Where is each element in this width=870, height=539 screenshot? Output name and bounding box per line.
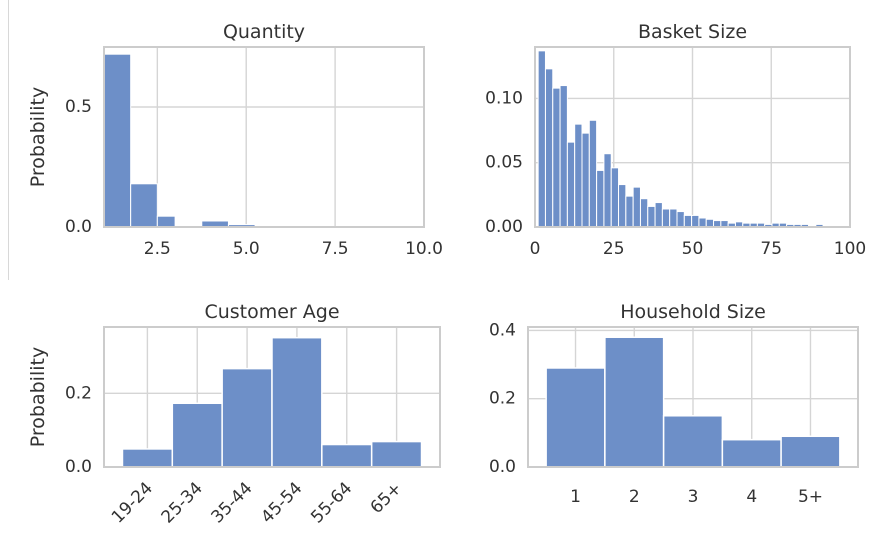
histogram-bar	[698, 217, 707, 228]
x-tick-label: 0	[530, 239, 541, 259]
histogram-bar	[130, 183, 158, 228]
x-tick-label: 50	[682, 239, 704, 259]
x-tick-label: 25	[603, 239, 625, 259]
chart-title: Basket Size	[638, 21, 747, 43]
panel-quantity: 0.0 0.5 2.5 5.0 7.5 10.0 Quantity Probability	[27, 21, 443, 259]
histogram-bar	[574, 123, 583, 228]
chart-title: Customer Age	[204, 301, 339, 323]
panel-basket-size: 0.00 0.05 0.10 0 25 50 75 100 Basket Size	[485, 21, 866, 259]
left-edge-divider	[8, 0, 9, 280]
x-tick-label: 55-64	[307, 478, 356, 527]
chart-title: Quantity	[223, 21, 305, 43]
panel-household-size: 0.0 0.2 0.4 1 2 3 4 5+ Household Size	[489, 301, 859, 507]
y-tick-label: 0.5	[65, 97, 92, 117]
category-bar	[370, 440, 423, 468]
x-tick-label: 100	[834, 239, 866, 259]
y-axis-label: Probability	[27, 87, 49, 187]
histogram-bar	[625, 195, 634, 228]
y-tick-label: 0.0	[65, 457, 92, 477]
axes-frame	[527, 326, 859, 468]
histogram-bar	[581, 132, 590, 228]
histogram-bar	[103, 53, 132, 228]
histogram-bar	[552, 87, 561, 228]
category-bar	[221, 367, 273, 468]
x-tick-label: 45-54	[257, 478, 306, 527]
histogram-bar	[669, 208, 678, 228]
category-bar	[780, 435, 841, 468]
x-tick-label: 35-44	[208, 478, 257, 527]
axes-frame	[534, 46, 851, 228]
histogram-bar	[603, 153, 612, 228]
category-bar	[721, 438, 782, 468]
y-tick-label: 0.00	[485, 217, 523, 237]
histogram-bar	[654, 202, 663, 228]
histogram-bar	[647, 205, 656, 228]
histogram-bar	[683, 214, 693, 228]
histogram-bar	[566, 141, 576, 228]
y-tick-label: 0.2	[65, 383, 92, 403]
category-bar	[662, 415, 724, 468]
x-tick-label: 5.0	[233, 239, 260, 259]
histogram-bar	[632, 186, 641, 228]
y-tick-label: 0.05	[485, 153, 523, 173]
histogram-bar	[676, 211, 685, 228]
histogram-bar	[610, 167, 620, 228]
histogram-bar	[691, 214, 700, 228]
x-tick-label: 10.0	[405, 239, 443, 259]
x-tick-label: 65+	[367, 478, 407, 518]
y-tick-label: 0.0	[489, 457, 516, 477]
y-axis-label: Probability	[27, 347, 49, 447]
category-bar	[121, 448, 174, 468]
histogram-bar	[596, 169, 605, 228]
category-bar	[321, 443, 373, 468]
axes-frame	[103, 326, 441, 468]
histogram-bar	[705, 218, 715, 228]
x-tick-label: 25-34	[158, 478, 207, 527]
y-tick-label: 0.10	[485, 88, 523, 108]
histogram-bar	[544, 68, 554, 228]
x-tick-label: 7.5	[322, 239, 349, 259]
histogram-bar	[618, 184, 627, 228]
x-tick-label: 4	[746, 487, 757, 507]
y-tick-label: 0.2	[489, 389, 516, 409]
x-tick-label: 5+	[798, 487, 823, 507]
y-tick-label: 0.4	[489, 320, 516, 340]
x-tick-label: 3	[688, 487, 699, 507]
histogram-bar	[537, 50, 546, 228]
histogram-bar	[588, 119, 598, 228]
histogram-bar	[156, 215, 176, 228]
x-tick-label: 75	[760, 239, 782, 259]
x-tick-label: 2	[629, 487, 640, 507]
category-bar	[271, 336, 323, 468]
y-tick-label: 0.0	[65, 217, 92, 237]
chart-title: Household Size	[620, 301, 766, 323]
histogram-bar	[639, 198, 649, 228]
x-tick-label: 1	[570, 487, 581, 507]
x-tick-label: 19-24	[108, 478, 157, 527]
category-bar	[171, 402, 223, 468]
x-tick-label: 2.5	[144, 239, 171, 259]
category-bar	[604, 336, 665, 468]
category-bar	[545, 367, 606, 468]
axes-frame	[103, 46, 425, 228]
histogram-bar	[559, 85, 568, 228]
histogram-bar	[661, 208, 671, 228]
panel-customer-age: 0.0 0.2 19-24 25-34 35-44 45-54 55-64 65+ Custom…	[27, 301, 441, 527]
